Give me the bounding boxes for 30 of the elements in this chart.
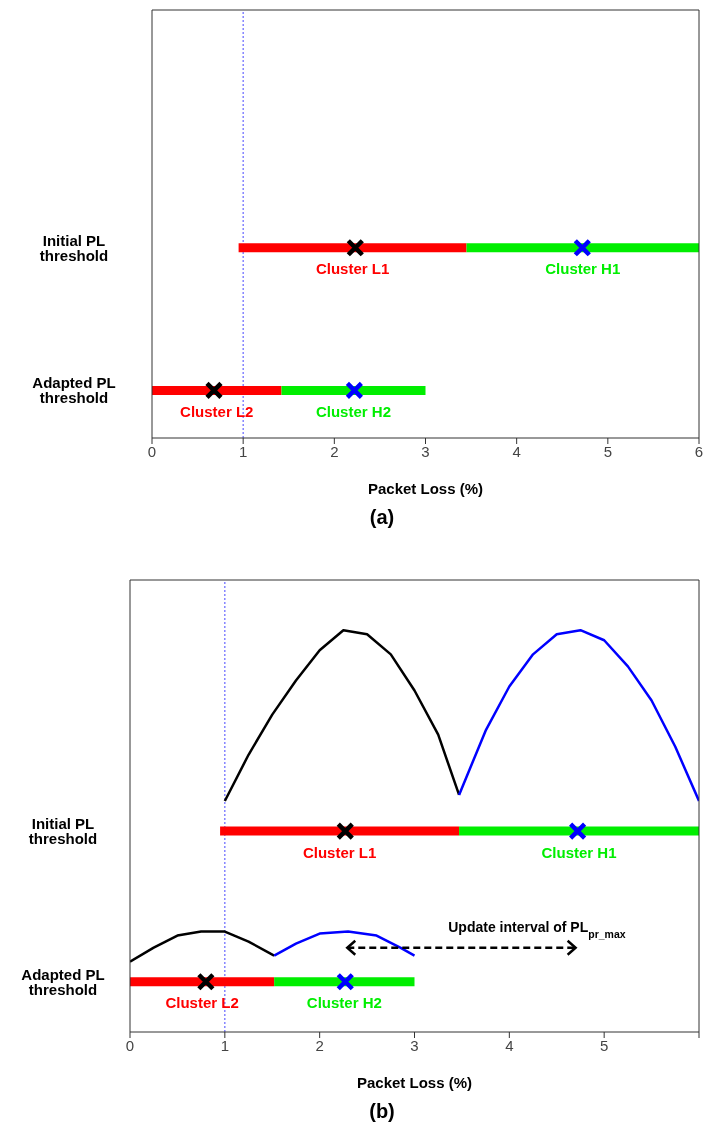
text: Initial PL threshold	[28, 814, 98, 847]
x-tick-label: 0	[147, 442, 157, 460]
text: Adapted PL threshold	[32, 374, 116, 407]
x-axis-title: Packet Loss (%)	[367, 480, 484, 497]
x-axis-title: Packet Loss (%)	[356, 1074, 473, 1091]
x-tick-label: 2	[315, 1036, 324, 1054]
series-label: Cluster H1	[541, 843, 617, 861]
text: Adapted PL threshold	[21, 965, 105, 998]
series-label: Cluster H2	[315, 403, 391, 421]
text: Initial PL threshold	[39, 231, 109, 264]
series-label: Cluster L2	[180, 403, 254, 421]
x-tick-label: 0	[125, 1036, 135, 1054]
annotation: Update interval of PL$_{pr_max}$	[448, 918, 626, 940]
series-label: Cluster H2	[306, 994, 382, 1012]
x-tick-label: 1	[220, 1036, 230, 1054]
x-tick-label: 5	[603, 442, 613, 460]
series-label: Cluster L1	[315, 260, 390, 278]
series-label: Cluster L1	[302, 843, 377, 861]
series-label: Cluster H1	[545, 260, 621, 278]
x-tick-label: 6	[694, 442, 704, 460]
x-tick-label: 5	[599, 1036, 609, 1054]
x-tick-label: 3	[410, 1036, 419, 1054]
text: (a)	[368, 506, 396, 529]
series-label: Cluster L2	[165, 994, 239, 1012]
x-tick-label: 2	[330, 442, 339, 460]
x-tick-label: 4	[512, 442, 521, 460]
x-tick-label: 1	[238, 442, 248, 460]
text: (b)	[368, 1100, 396, 1123]
x-tick-label: 3	[421, 442, 430, 460]
x-tick-label: 4	[505, 1036, 514, 1054]
